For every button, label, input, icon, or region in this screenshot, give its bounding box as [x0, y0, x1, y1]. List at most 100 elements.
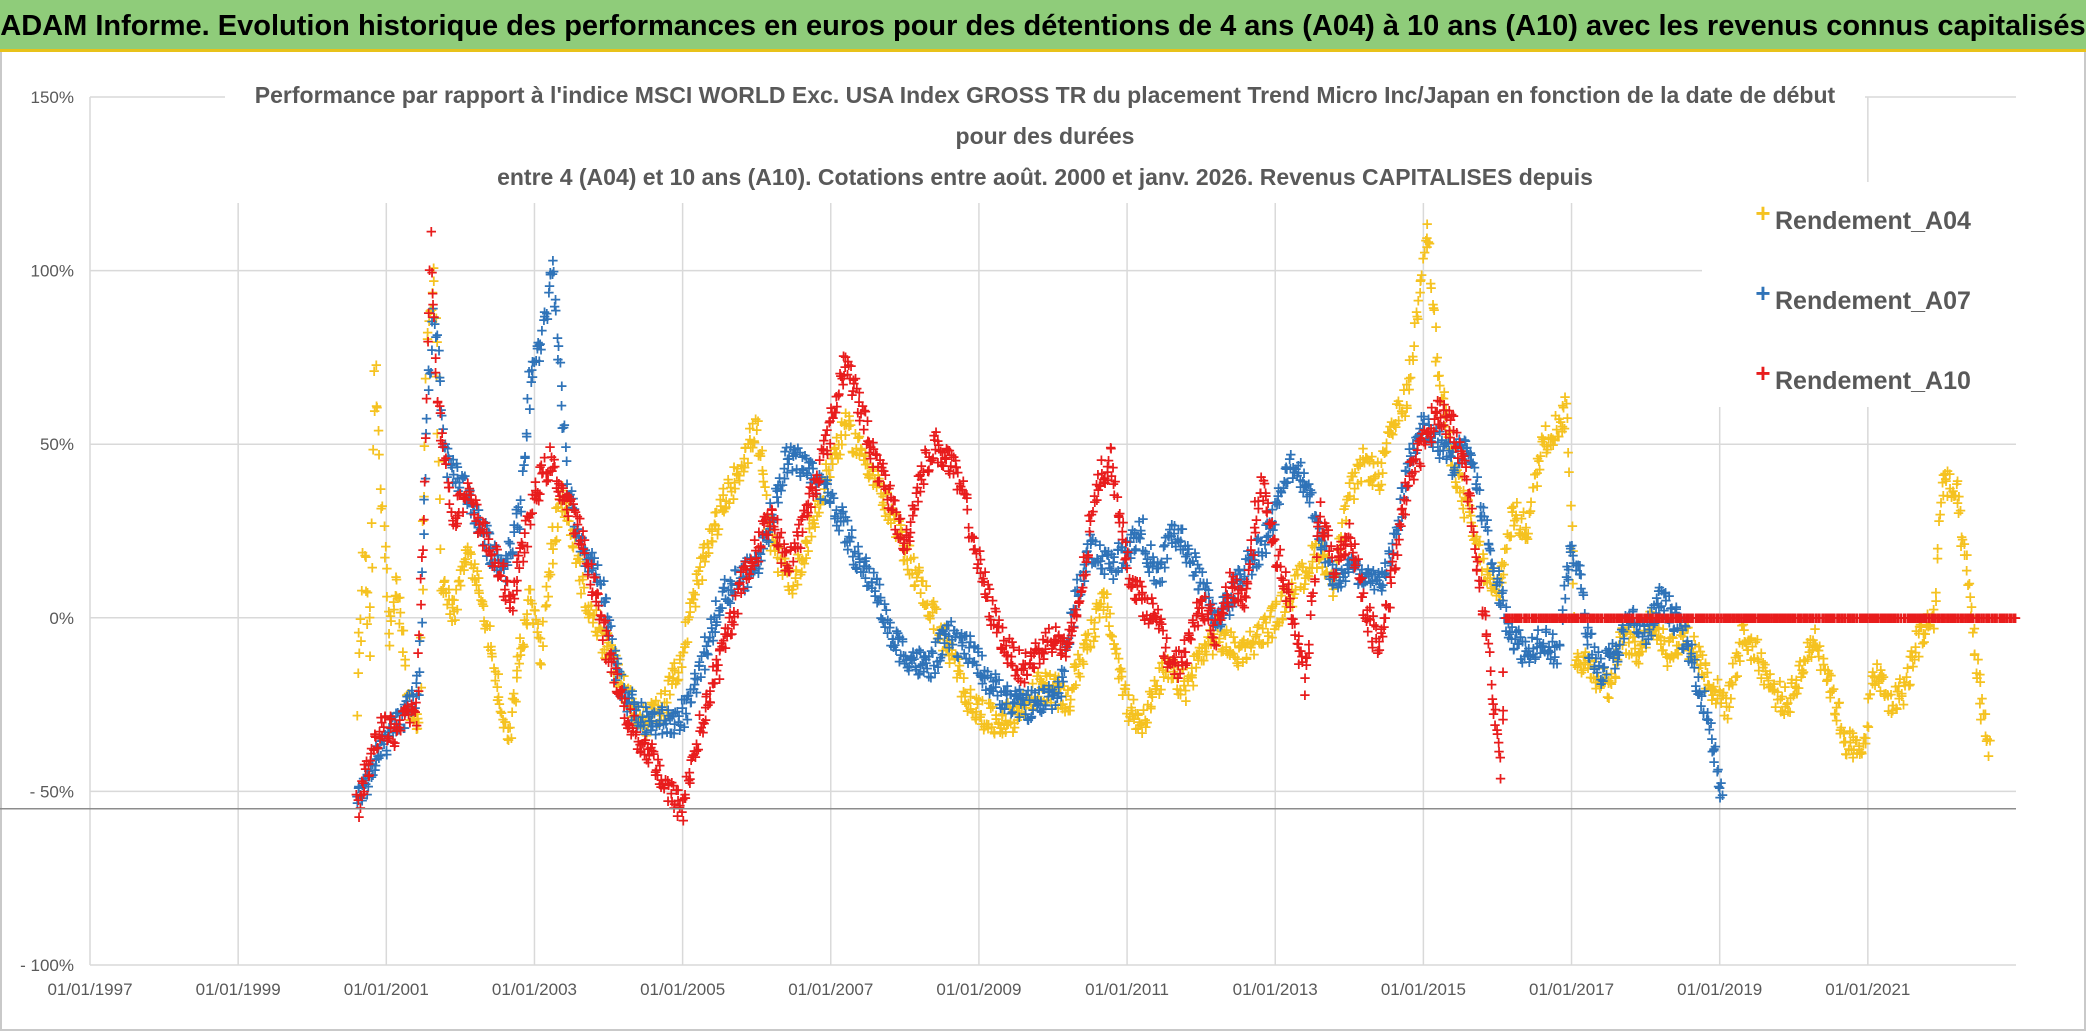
- point-Rendement_A04: +: [438, 571, 451, 589]
- point-Rendement_A04: +: [418, 437, 431, 455]
- point-Rendement_A04: +: [425, 301, 438, 319]
- point-Rendement_A04: +: [1897, 696, 1910, 714]
- point-Rendement_A04: +: [508, 691, 521, 709]
- point-Rendement_A10: +: [1484, 643, 1497, 661]
- point-Rendement_A10: +: [410, 717, 423, 735]
- point-Rendement_A04: +: [470, 576, 483, 594]
- point-Rendement_A10: +: [813, 472, 826, 490]
- point-Rendement_A10: +: [1311, 548, 1324, 566]
- point-Rendement_A04: +: [387, 593, 400, 611]
- point-Rendement_A04: +: [371, 398, 384, 416]
- point-Rendement_A07: +: [535, 341, 548, 359]
- point-Rendement_A04: +: [514, 629, 527, 647]
- point-Rendement_A04: +: [434, 540, 447, 558]
- point-Rendement_A04: +: [486, 647, 499, 665]
- point-Rendement_A04: +: [421, 323, 434, 341]
- report-banner: ADAM Informe. Evolution historique des p…: [0, 0, 2086, 52]
- point-Rendement_A04: +: [506, 690, 519, 708]
- point-Rendement_A04: +: [437, 580, 450, 598]
- point-Rendement_A04: +: [479, 620, 492, 638]
- point-Rendement_A04: +: [467, 559, 480, 577]
- point-Rendement_A04: +: [459, 541, 472, 559]
- point-Rendement_A04: +: [497, 719, 510, 737]
- point-Rendement_A04: +: [425, 301, 438, 319]
- point-Rendement_A04: +: [527, 614, 540, 632]
- point-Rendement_A04: +: [352, 664, 365, 682]
- point-Rendement_A04: +: [515, 639, 528, 657]
- point-Rendement_A04: +: [502, 731, 515, 749]
- point-Rendement_A04: +: [525, 592, 538, 610]
- point-Rendement_A04: +: [1984, 732, 1997, 750]
- point-Rendement_A04: +: [406, 705, 419, 723]
- point-Rendement_A04: +: [495, 704, 508, 722]
- point-Rendement_A04: +: [528, 601, 541, 619]
- point-Rendement_A04: +: [517, 638, 530, 656]
- point-Rendement_A10: +: [413, 626, 426, 644]
- point-Rendement_A04: +: [419, 370, 432, 388]
- chart: ++++++++++++++++++++++++++++++++++++++++…: [0, 77, 2022, 999]
- point-Rendement_A04: +: [494, 703, 507, 721]
- point-Rendement_A10: +: [1262, 494, 1275, 512]
- point-Rendement_A04: +: [524, 581, 537, 599]
- point-Rendement_A10: +: [521, 537, 534, 555]
- point-Rendement_A07: +: [413, 663, 426, 681]
- point-Rendement_A07: +: [560, 452, 573, 470]
- point-Rendement_A04: +: [485, 641, 498, 659]
- point-Rendement_A10: +: [412, 644, 425, 662]
- point-Rendement_A10: +: [1111, 488, 1124, 506]
- point-Rendement_A04: +: [510, 692, 523, 710]
- point-Rendement_A10: +: [1117, 513, 1130, 531]
- point-Rendement_A04: +: [513, 655, 526, 673]
- point-Rendement_A04: +: [368, 362, 381, 380]
- point-Rendement_A10: +: [422, 333, 435, 351]
- point-Rendement_A04: +: [397, 622, 410, 640]
- point-Rendement_A04: +: [399, 657, 412, 675]
- point-Rendement_A10: +: [1303, 635, 1316, 653]
- point-Rendement_A04: +: [356, 582, 369, 600]
- point-Rendement_A07: +: [681, 711, 694, 729]
- point-Rendement_A10: +: [677, 812, 690, 830]
- point-Rendement_A07: +: [550, 301, 563, 319]
- point-Rendement_A04: +: [381, 588, 394, 606]
- point-Rendement_A10: +: [1082, 546, 1095, 564]
- point-Rendement_A04: +: [1931, 540, 1944, 558]
- point-Rendement_A10: +: [1274, 540, 1287, 558]
- point-Rendement_A10: +: [1210, 637, 1223, 655]
- point-Rendement_A10: +: [434, 404, 447, 422]
- point-Rendement_A10: +: [497, 554, 510, 572]
- point-Rendement_A04: +: [473, 581, 486, 599]
- point-Rendement_A04: +: [1930, 583, 1943, 601]
- plot-background: [90, 97, 2016, 965]
- point-Rendement_A10: +: [794, 539, 807, 557]
- point-Rendement_A04: +: [394, 603, 407, 621]
- point-Rendement_A04: +: [476, 593, 489, 611]
- point-Rendement_A04: +: [453, 571, 466, 589]
- point-Rendement_A04: +: [379, 549, 392, 567]
- point-Rendement_A07: +: [554, 353, 567, 371]
- point-Rendement_A07: +: [1551, 655, 1564, 673]
- point-Rendement_A04: +: [526, 595, 539, 613]
- point-Rendement_A04: +: [511, 648, 524, 666]
- point-Rendement_A04: +: [476, 595, 489, 613]
- point-Rendement_A04: +: [458, 561, 471, 579]
- point-Rendement_A07: +: [1716, 786, 1729, 804]
- point-Rendement_A04: +: [497, 710, 510, 728]
- point-Rendement_A04: +: [1561, 409, 1574, 427]
- point-Rendement_A07: +: [558, 416, 571, 434]
- point-Rendement_A10: +: [425, 222, 438, 240]
- point-Rendement_A04: +: [1180, 692, 1193, 710]
- point-Rendement_A04: +: [535, 656, 548, 674]
- point-Rendement_A04: +: [511, 662, 524, 680]
- point-Rendement_A04: +: [435, 582, 448, 600]
- point-Rendement_A10: +: [1466, 500, 1479, 518]
- point-Rendement_A07: +: [1176, 520, 1189, 538]
- point-Rendement_A04: +: [1565, 496, 1578, 514]
- point-Rendement_A04: +: [493, 695, 506, 713]
- point-Rendement_A04: +: [530, 611, 543, 629]
- point-Rendement_A04: +: [491, 691, 504, 709]
- point-Rendement_A07: +: [1709, 738, 1722, 756]
- point-Rendement_A04: +: [373, 446, 386, 464]
- point-Rendement_A04: +: [518, 637, 531, 655]
- point-Rendement_A07: +: [524, 400, 537, 418]
- point-Rendement_A04: +: [360, 582, 373, 600]
